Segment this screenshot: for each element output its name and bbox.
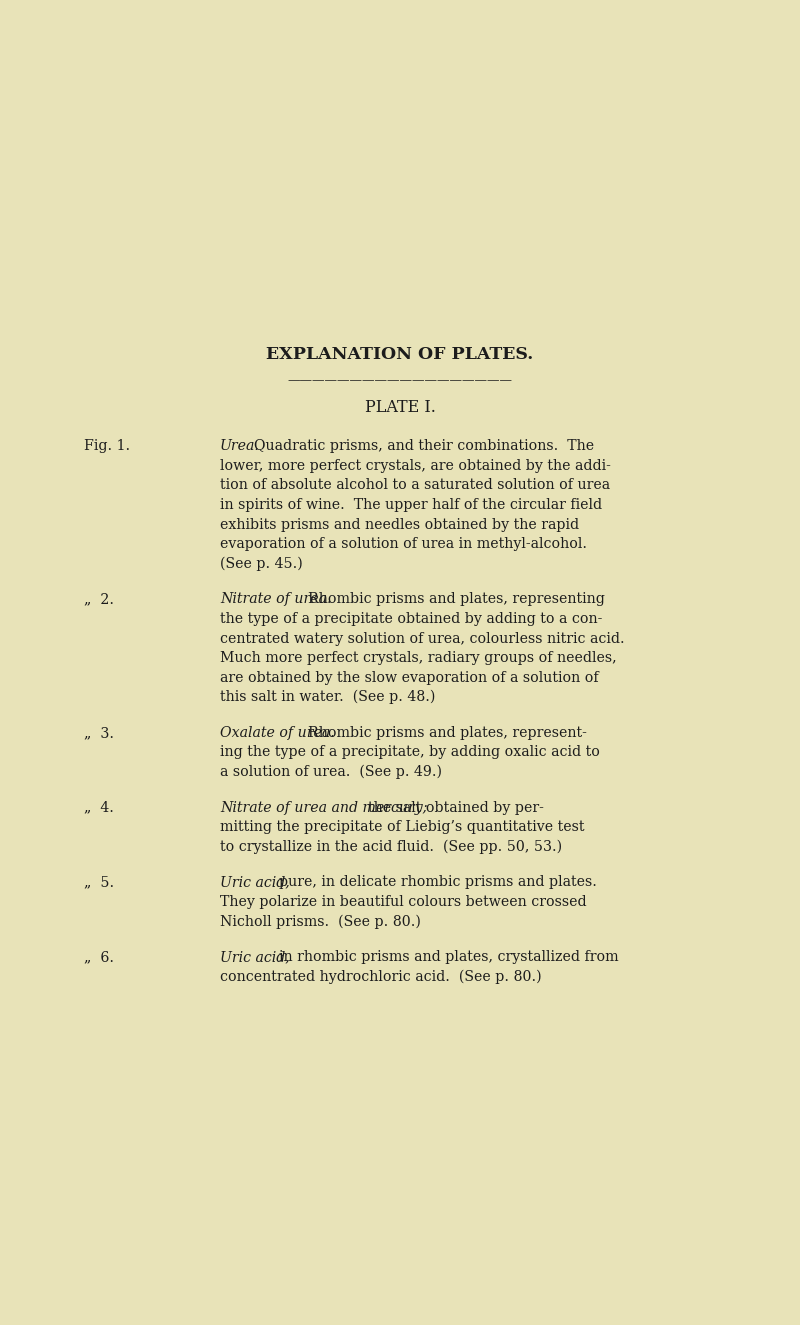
Text: Rhombic prisms and plates, represent-: Rhombic prisms and plates, represent- bbox=[299, 726, 587, 739]
Text: Rhombic prisms and plates, representing: Rhombic prisms and plates, representing bbox=[299, 592, 606, 607]
Text: „  2.: „ 2. bbox=[84, 592, 114, 607]
Text: Nitrate of urea.: Nitrate of urea. bbox=[220, 592, 331, 607]
Text: PLATE I.: PLATE I. bbox=[365, 399, 435, 416]
Text: Fig. 1.: Fig. 1. bbox=[84, 439, 130, 453]
Text: a solution of urea.  (See p. 49.): a solution of urea. (See p. 49.) bbox=[220, 765, 442, 779]
Text: the type of a precipitate obtained by adding to a con-: the type of a precipitate obtained by ad… bbox=[220, 612, 602, 625]
Text: this salt in water.  (See p. 48.): this salt in water. (See p. 48.) bbox=[220, 690, 435, 705]
Text: Nitrate of urea and mercury;: Nitrate of urea and mercury; bbox=[220, 800, 427, 815]
Text: Urea.: Urea. bbox=[220, 439, 260, 453]
Text: „  6.: „ 6. bbox=[84, 950, 114, 965]
Text: Nicholl prisms.  (See p. 80.): Nicholl prisms. (See p. 80.) bbox=[220, 914, 421, 929]
Text: concentrated hydrochloric acid.  (See p. 80.): concentrated hydrochloric acid. (See p. … bbox=[220, 970, 542, 983]
Text: tion of absolute alcohol to a saturated solution of urea: tion of absolute alcohol to a saturated … bbox=[220, 478, 610, 493]
Text: exhibits prisms and needles obtained by the rapid: exhibits prisms and needles obtained by … bbox=[220, 518, 579, 531]
Text: ing the type of a precipitate, by adding oxalic acid to: ing the type of a precipitate, by adding… bbox=[220, 746, 600, 759]
Text: (See p. 45.): (See p. 45.) bbox=[220, 556, 302, 571]
Text: centrated watery solution of urea, colourless nitric acid.: centrated watery solution of urea, colou… bbox=[220, 632, 625, 645]
Text: evaporation of a solution of urea in methyl-alcohol.: evaporation of a solution of urea in met… bbox=[220, 537, 587, 551]
Text: in rhombic prisms and plates, crystallized from: in rhombic prisms and plates, crystalliz… bbox=[270, 950, 618, 965]
Text: Uric acid,: Uric acid, bbox=[220, 876, 290, 889]
Text: „  3.: „ 3. bbox=[84, 726, 114, 739]
Text: in spirits of wine.  The upper half of the circular field: in spirits of wine. The upper half of th… bbox=[220, 498, 602, 511]
Text: EXPLANATION OF PLATES.: EXPLANATION OF PLATES. bbox=[266, 346, 534, 363]
Text: are obtained by the slow evaporation of a solution of: are obtained by the slow evaporation of … bbox=[220, 670, 598, 685]
Text: Uric acid,: Uric acid, bbox=[220, 950, 290, 965]
Text: They polarize in beautiful colours between crossed: They polarize in beautiful colours betwe… bbox=[220, 894, 586, 909]
Text: ——————————————————: —————————————————— bbox=[287, 374, 513, 387]
Text: „  4.: „ 4. bbox=[84, 800, 114, 815]
Text: mitting the precipitate of Liebig’s quantitative test: mitting the precipitate of Liebig’s quan… bbox=[220, 820, 585, 835]
Text: to crystallize in the acid fluid.  (See pp. 50, 53.): to crystallize in the acid fluid. (See p… bbox=[220, 840, 562, 853]
Text: Oxalate of urea.: Oxalate of urea. bbox=[220, 726, 334, 739]
Text: the salt obtained by per-: the salt obtained by per- bbox=[359, 800, 544, 815]
Text: „  5.: „ 5. bbox=[84, 876, 114, 889]
Text: Quadratic prisms, and their combinations.  The: Quadratic prisms, and their combinations… bbox=[245, 439, 594, 453]
Text: pure, in delicate rhombic prisms and plates.: pure, in delicate rhombic prisms and pla… bbox=[270, 876, 597, 889]
Text: Much more perfect crystals, radiary groups of needles,: Much more perfect crystals, radiary grou… bbox=[220, 651, 617, 665]
Text: lower, more perfect crystals, are obtained by the addi-: lower, more perfect crystals, are obtain… bbox=[220, 458, 611, 473]
